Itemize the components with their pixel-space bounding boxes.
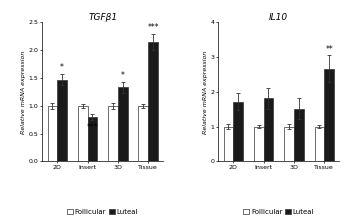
Bar (118, 87, 128, 161)
Legend: Follicular, Luteal: Follicular, Luteal (64, 207, 141, 218)
Bar (108, 106, 118, 161)
Bar (78, 106, 88, 161)
Text: ***: *** (86, 123, 98, 132)
Legend: Follicular, Luteal: Follicular, Luteal (240, 207, 317, 218)
Y-axis label: Relative mRNA expression: Relative mRNA expression (203, 50, 208, 134)
Title: TGFβ1: TGFβ1 (88, 13, 117, 22)
Title: IL10: IL10 (269, 13, 288, 22)
Text: **: ** (325, 45, 333, 54)
Bar (324, 69, 334, 161)
Text: *: * (60, 63, 64, 72)
Bar (315, 127, 324, 161)
Bar (294, 108, 304, 161)
Y-axis label: Relative mRNA expression: Relative mRNA expression (21, 50, 26, 134)
Bar (148, 42, 158, 161)
Bar (48, 106, 57, 161)
Bar (224, 127, 233, 161)
Bar (88, 117, 97, 161)
Text: *: * (121, 71, 125, 80)
Text: ***: *** (147, 23, 159, 32)
Bar (233, 101, 243, 161)
Bar (284, 127, 294, 161)
Bar (254, 127, 264, 161)
Bar (139, 106, 148, 161)
Bar (264, 98, 273, 161)
Bar (57, 80, 67, 161)
